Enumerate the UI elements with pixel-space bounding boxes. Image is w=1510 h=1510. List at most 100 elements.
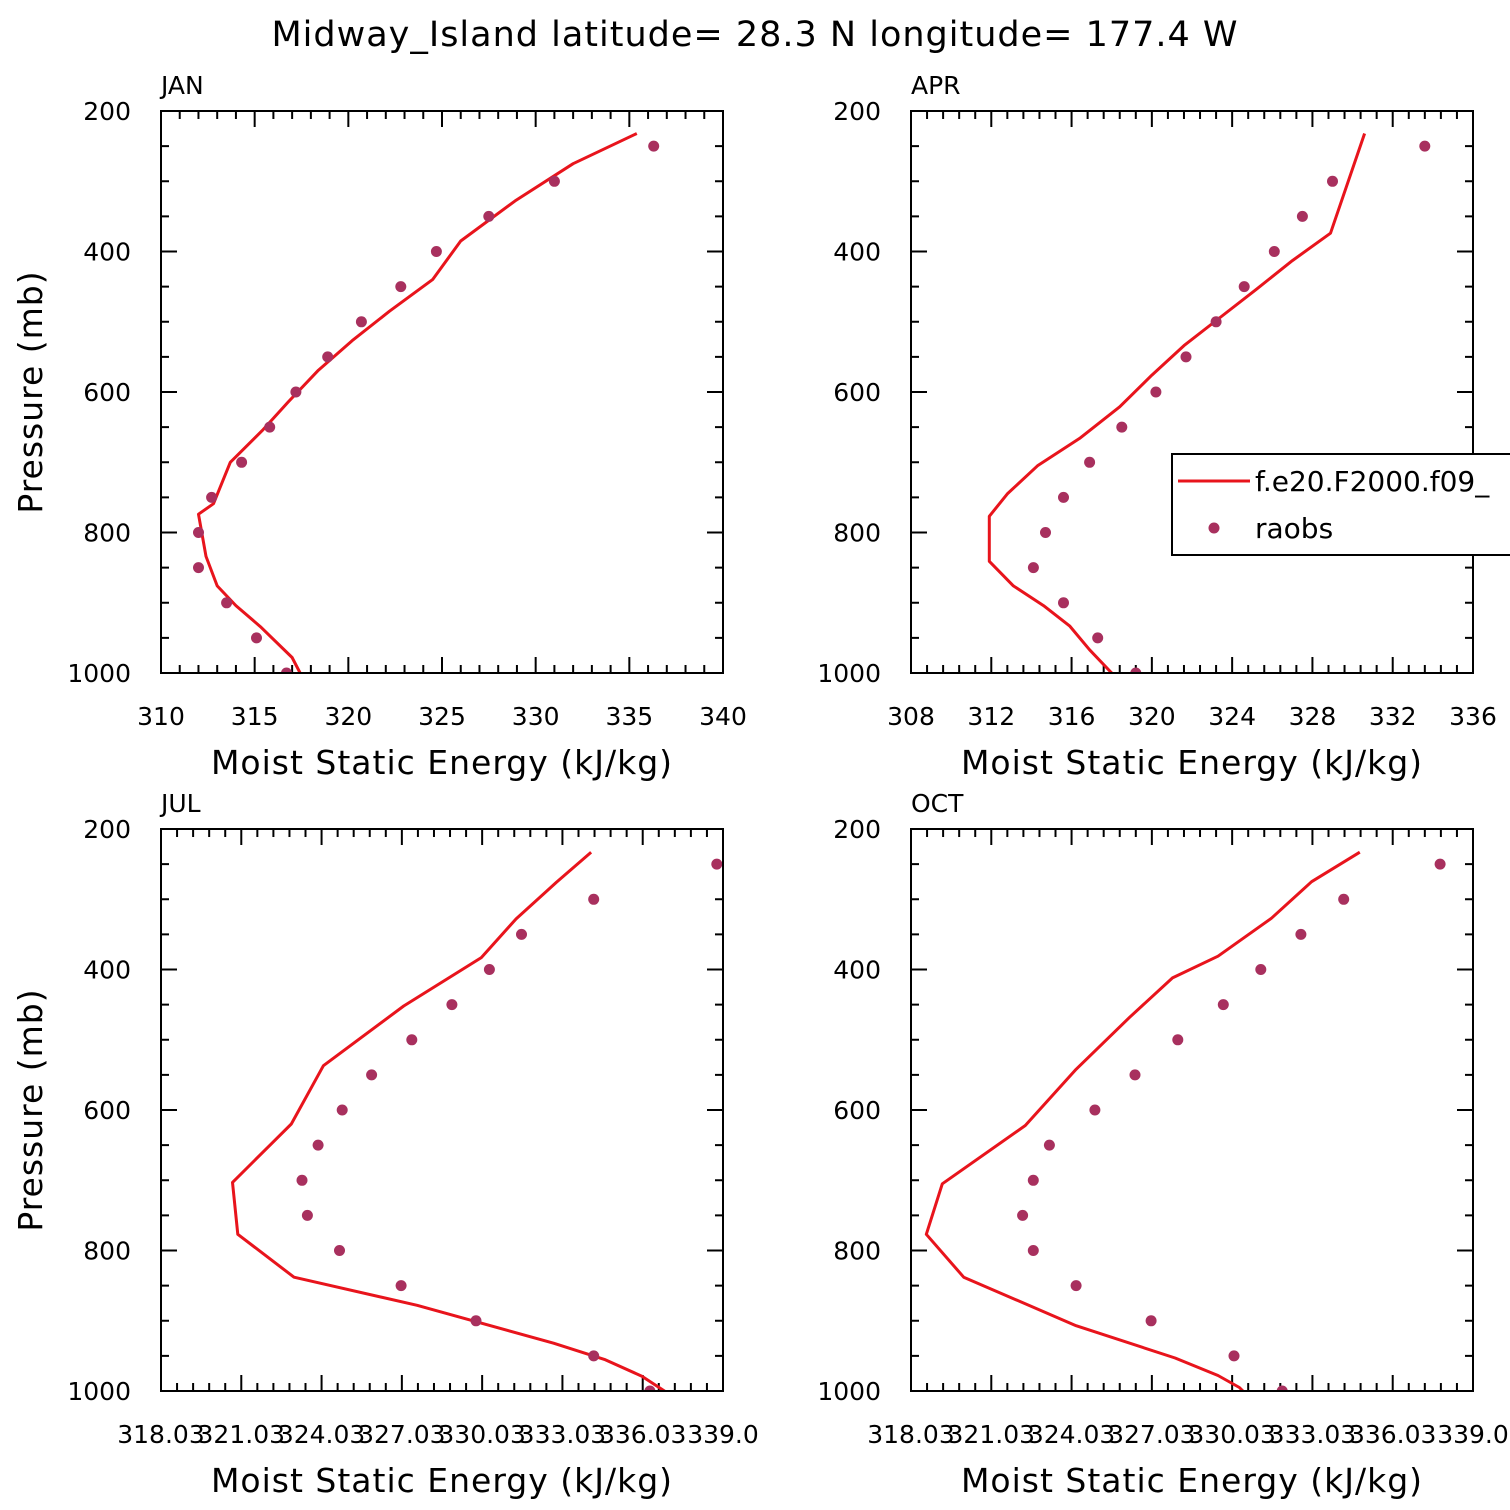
raobs-point [251,632,262,644]
raobs-point [1116,421,1128,433]
x-tick-label: 320 [1128,702,1176,731]
raobs-point [395,1280,407,1292]
raobs-point [1027,562,1039,574]
panel-title: JAN [159,71,204,100]
x-tick-label: 324 [1208,702,1256,731]
panel-frame [160,828,724,1392]
x-tick-label: 336.03 [599,1420,686,1449]
raobs-point [1092,632,1104,644]
raobs-point [483,964,495,975]
y-tick-label: 600 [833,1096,881,1125]
raobs-point [711,858,723,870]
raobs-point [1419,140,1431,152]
legend-raobs-label: raobs [1255,512,1333,545]
y-tick-label: 800 [833,519,881,548]
y-tick-label: 200 [83,97,131,126]
x-tick-label: 312 [967,702,1015,731]
raobs-point [395,281,407,293]
raobs-point [516,928,527,940]
raobs-point [1043,1139,1055,1151]
raobs-point [206,491,218,503]
raobs-point [296,1174,308,1186]
panel-title: APR [911,71,961,100]
x-tick-label: 327.03 [358,1420,445,1449]
raobs-point [1089,1104,1101,1116]
raobs-point [193,527,204,538]
y-tick-label: 400 [83,956,131,985]
plot-area [193,132,660,673]
raobs-point [446,999,458,1011]
legend: f.e20.F2000.f09_ raobs [1171,453,1510,556]
x-tick-label: 339.0 [687,1420,759,1449]
raobs-point [483,210,495,222]
raobs-point [1276,1385,1288,1391]
x-tick-label: 330.03 [1188,1420,1275,1449]
x-tick-label: 325 [418,702,466,731]
panel-title: OCT [911,789,964,818]
panel-apr: APR 308 312 316 320 324 328 332 336 200 400 600 800 1… [817,71,1496,782]
raobs-point [1210,316,1222,328]
legend-model-label: f.e20.F2000.f09_ [1255,465,1490,498]
y-tick-label: 1000 [67,1377,131,1406]
y-tick-label: 600 [833,378,881,407]
x-tick-label: 318.03 [117,1420,204,1449]
raobs-point [1255,964,1267,975]
raobs-point [236,456,248,468]
raobs-point [644,1385,656,1391]
raobs-point [1338,893,1350,905]
y-tick-label: 200 [833,97,881,126]
x-tick-label: 328 [1289,702,1337,731]
x-axis-label: Moist Static Energy (kJ/kg) [211,1461,673,1500]
x-tick-label: 339.0 [1437,1420,1509,1449]
raobs-point [1058,597,1069,609]
raobs-point [312,1139,324,1151]
y-tick-label: 600 [83,1096,131,1125]
plot-area [924,850,1446,1391]
raobs-point [1058,491,1069,503]
x-axis-label: Moist Static Energy (kJ/kg) [961,1461,1423,1500]
plot-area [231,851,723,1391]
x-tick-label: 320 [324,702,372,731]
raobs-point [1129,1069,1141,1081]
panel-frame [160,110,724,674]
x-tick-label: 330.03 [438,1420,525,1449]
raobs-point [1228,1350,1240,1362]
legend-raobs-marker-swatch [1208,522,1220,534]
x-tick-label: 308 [887,702,935,731]
raobs-point [1027,1245,1039,1256]
raobs-point [1130,667,1142,673]
raobs-point [334,1245,345,1256]
x-axis-label: Moist Static Energy (kJ/kg) [961,743,1423,782]
x-tick-label: 324.03 [1028,1420,1115,1449]
raobs-point [1172,1034,1184,1046]
plot-area [987,133,1431,673]
raobs-point [336,1104,348,1116]
model-profile-line [197,132,638,673]
raobs-point [1296,210,1308,222]
y-tick-label: 200 [833,815,881,844]
x-tick-label: 316 [1048,702,1096,731]
model-profile-line [231,851,668,1391]
x-axis-label: Moist Static Energy (kJ/kg) [211,743,673,782]
panel-title: JUL [159,789,201,818]
raobs-point [366,1069,378,1081]
y-tick-label: 1000 [67,659,131,688]
x-tick-label: 318.03 [867,1420,954,1449]
model-profile-line [924,850,1361,1391]
raobs-point [355,316,367,328]
raobs-point [430,246,442,257]
x-tick-label: 336.03 [1349,1420,1436,1449]
raobs-point [1150,386,1162,398]
raobs-point [406,1034,418,1046]
raobs-point [281,667,292,673]
raobs-point [648,140,660,152]
y-tick-label: 200 [83,815,131,844]
panel-jan: JAN 310 315 320 325 330 335 340 200 400 600 800 1000… [11,71,747,782]
x-tick-label: 340 [699,702,747,731]
panel-frame [910,110,1474,674]
y-axis-label: Pressure (mb) [11,270,50,513]
legend-box [1171,453,1510,556]
panel-jul: JUL318.03321.03324.03327.03330.03333.033… [11,789,759,1500]
raobs-point [1238,281,1250,293]
